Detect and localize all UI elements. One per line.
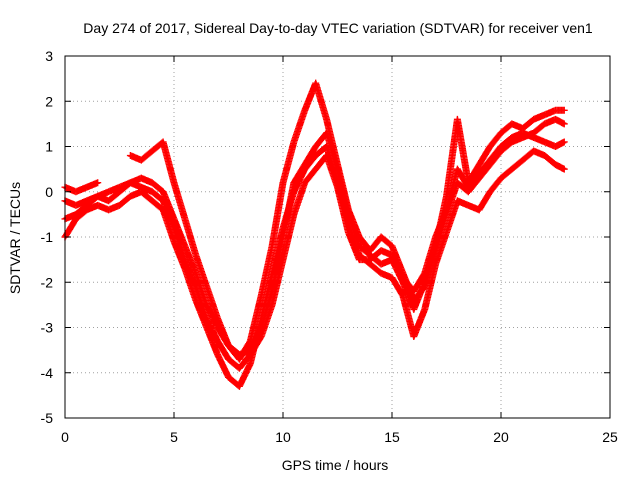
- y-tick-label: -4: [41, 365, 54, 381]
- y-tick-label: 3: [45, 48, 53, 64]
- y-tick-label: -2: [41, 274, 54, 290]
- x-tick-label: 10: [275, 429, 291, 445]
- data-points: [61, 79, 568, 390]
- series-4: [61, 129, 568, 372]
- y-tick-label: -5: [41, 410, 54, 426]
- y-tick-label: 1: [45, 139, 53, 155]
- x-tick-label: 0: [61, 429, 69, 445]
- chart-title: Day 274 of 2017, Sidereal Day-to-day VTE…: [83, 20, 593, 36]
- series-trace: [62, 129, 567, 371]
- y-tick-label: 0: [45, 184, 53, 200]
- x-axis-label: GPS time / hours: [282, 457, 389, 473]
- y-tick-label: 2: [45, 93, 53, 109]
- x-tick-label: 5: [170, 429, 178, 445]
- x-tick-label: 15: [384, 429, 400, 445]
- ticks: 0 5 10 15 20 25 -5 -4 -3 -2 -1 0 1 2 3: [41, 48, 618, 445]
- y-tick-label: -3: [41, 320, 54, 336]
- y-axis-label: SDTVAR / TECUs: [7, 182, 23, 294]
- x-tick-label: 20: [493, 429, 509, 445]
- y-tick-label: -1: [41, 229, 54, 245]
- x-tick-label: 25: [602, 429, 618, 445]
